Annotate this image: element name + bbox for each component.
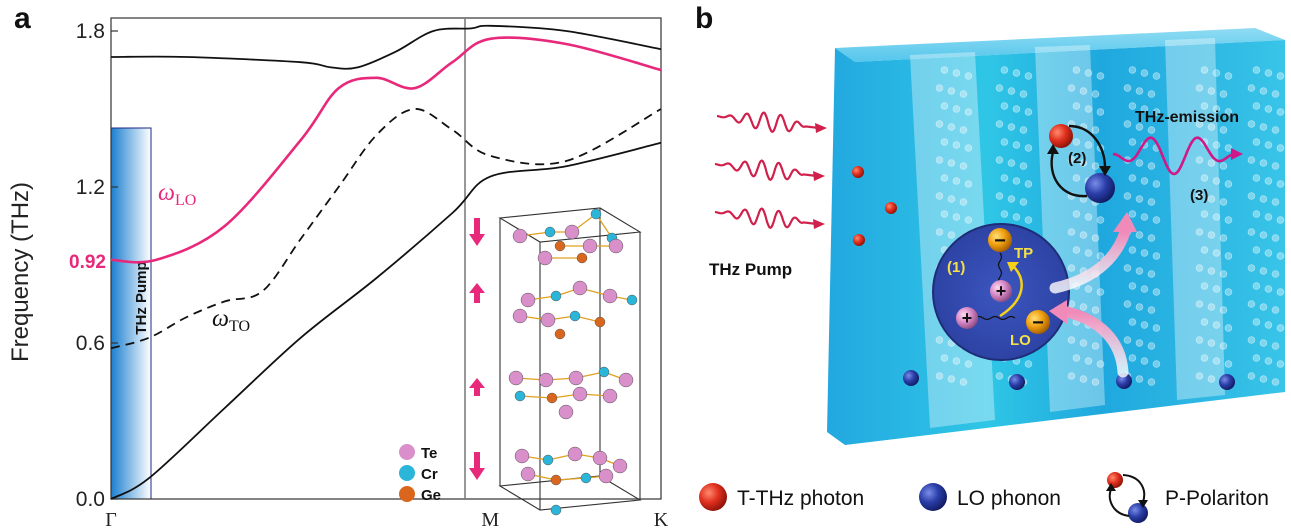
- thz-pump-waves: [714, 111, 820, 230]
- acoustic-branch-line: [110, 24, 662, 70]
- element-legend: Te Cr Ge: [399, 444, 441, 504]
- atom: [550, 474, 562, 486]
- atom: [592, 450, 608, 466]
- atom: [576, 252, 588, 264]
- svg-text:−: −: [994, 230, 1006, 252]
- atom: [567, 446, 583, 462]
- svg-text:+: +: [996, 281, 1007, 301]
- panel-a-letter: a: [14, 2, 31, 35]
- svg-text:+: +: [962, 308, 973, 328]
- tp-label: TP: [1014, 245, 1033, 262]
- atom: [550, 290, 562, 302]
- lo-branch-line: [110, 36, 662, 264]
- thz-pump-band-label: THz Pump: [133, 261, 150, 334]
- thz-emission-wave: [1112, 136, 1236, 176]
- atom: [568, 370, 584, 386]
- atom: [540, 312, 556, 328]
- panel-a: a Frequency (THz) THz Pump 0.0 0.6 1.2 1.8 …: [7, 2, 669, 531]
- atom: [558, 404, 574, 420]
- atom: [612, 458, 628, 474]
- atom: [582, 238, 598, 254]
- highlight-tick-label: 0.92: [69, 252, 106, 273]
- y-axis-label: Frequency (THz): [7, 182, 34, 362]
- thz-pump-band: [110, 127, 152, 500]
- thz-pump-label: THz Pump: [709, 260, 792, 279]
- atom: [508, 370, 524, 386]
- atom: [580, 472, 592, 484]
- atom: [598, 468, 614, 484]
- y-tick-label: 0.0: [76, 488, 105, 511]
- phonon-dispersion-chart: Frequency (THz) THz Pump 0.0 0.6 1.2 1.8 Γ M…: [7, 17, 669, 531]
- panel-b: b: [695, 0, 1291, 531]
- x-tick-label: M: [481, 509, 499, 531]
- x-tick-label: Γ: [105, 509, 117, 531]
- atom: [572, 386, 588, 402]
- atom: [626, 294, 638, 306]
- atom: [512, 228, 528, 244]
- legend-phonon: LO phonon: [957, 487, 1061, 510]
- step-1-label: (1): [947, 259, 965, 276]
- to-branch-line: [110, 108, 662, 350]
- atom: [598, 366, 610, 378]
- atom: [537, 250, 553, 266]
- crystal-slab-top: [835, 28, 1285, 62]
- x-tick-label: K: [654, 509, 669, 531]
- atom: [602, 388, 618, 404]
- atom: [590, 208, 602, 220]
- legend-te: Te: [421, 445, 437, 462]
- atom: [594, 316, 606, 328]
- atom: [538, 372, 554, 388]
- legend-cr: Cr: [421, 466, 438, 483]
- schematic-legend: T-THz photon LO phonon P-Polariton: [699, 472, 1269, 523]
- thz-emission-label: THz-emission: [1135, 109, 1239, 126]
- step-3-label: (3): [1190, 187, 1208, 204]
- atom: [514, 448, 530, 464]
- atom: [514, 390, 526, 402]
- thz-emission-schematic: THz Pump − + + − TP LO (1): [699, 28, 1285, 523]
- legend-polariton: P-Polariton: [1165, 487, 1269, 510]
- atom: [520, 466, 536, 482]
- svg-text:−: −: [1032, 312, 1044, 334]
- legend-photon: T-THz photon: [737, 487, 864, 510]
- atom: [554, 328, 566, 340]
- atom: [550, 504, 562, 516]
- atom: [572, 280, 588, 296]
- crystal-structure-inset: [469, 207, 642, 516]
- atom: [520, 292, 536, 308]
- displacement-arrows: [469, 218, 485, 480]
- atom: [542, 454, 554, 466]
- omega-lo-label: ωLO: [158, 180, 196, 209]
- atom: [544, 226, 556, 238]
- atom: [618, 372, 634, 388]
- crystal-slab-front: [827, 40, 1285, 445]
- atom: [608, 238, 624, 254]
- atom: [602, 288, 618, 304]
- legend-ge: Ge: [421, 487, 441, 504]
- panel-b-letter: b: [695, 2, 714, 35]
- atom: [569, 310, 581, 322]
- lo-label: LO: [1010, 332, 1031, 349]
- omega-to-label: ωTO: [212, 306, 250, 335]
- y-tick-label: 0.6: [76, 332, 105, 355]
- step-2-label: (2): [1068, 150, 1086, 167]
- atom: [554, 240, 566, 252]
- y-tick-label: 1.2: [76, 176, 105, 199]
- acoustic-branch-line: [110, 141, 662, 500]
- y-tick-label: 1.8: [76, 20, 105, 43]
- atom: [564, 224, 580, 240]
- atom: [546, 392, 558, 404]
- atom: [512, 308, 528, 324]
